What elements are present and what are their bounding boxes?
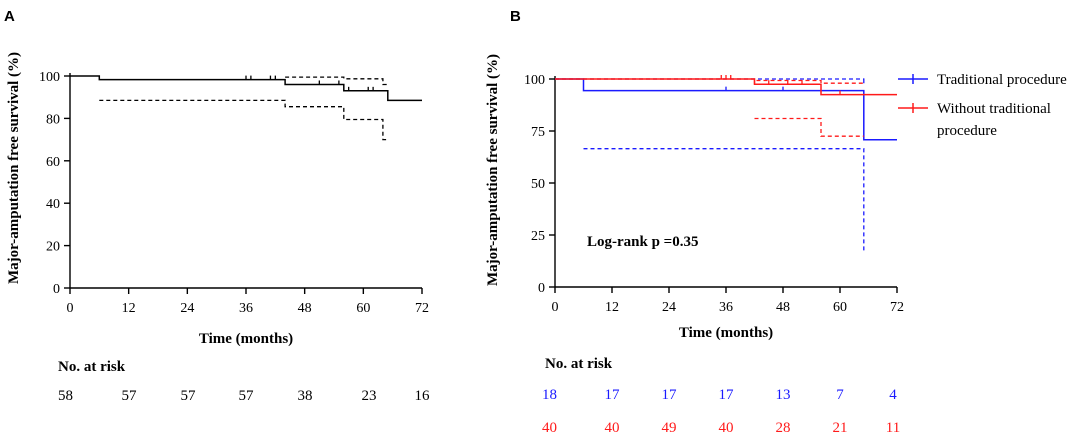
y-tick-label: 75 [531, 125, 545, 140]
panel-a: A 0 20 40 60 80 100 0 12 24 36 48 60 72 Time (months… [4, 8, 430, 404]
risk-count: 57 [181, 388, 197, 404]
risk-count: 18 [542, 387, 557, 403]
panel-b-risk-table-title: No. at risk [545, 356, 613, 372]
series-line-without-traditional-procedure-upper-ci [555, 78, 864, 84]
risk-count: 58 [58, 388, 73, 404]
y-tick-label: 25 [531, 229, 545, 244]
panel-a-risk-table: 58 57 57 57 38 23 16 [58, 388, 430, 404]
risk-count: 49 [662, 420, 677, 436]
risk-count: 21 [833, 420, 848, 436]
panel-b-y-axis-title: Major-amputation free survival (%) [485, 54, 501, 286]
x-tick-label: 24 [180, 301, 194, 316]
legend-label-traditional: Traditional procedure [937, 72, 1067, 88]
risk-count: 4 [889, 387, 897, 403]
x-tick-label: 36 [719, 300, 733, 315]
risk-count: 13 [776, 387, 791, 403]
legend-item-traditional: Traditional procedure [898, 72, 1067, 88]
x-tick-label: 48 [776, 300, 790, 315]
panel-b-x-axis-title: Time (months) [679, 325, 773, 341]
y-tick-label: 50 [531, 177, 545, 192]
risk-count: 40 [605, 420, 620, 436]
y-tick-label: 100 [524, 73, 545, 88]
series-line-without-traditional-procedure-lower-ci [754, 117, 864, 137]
panel-a-risk-table-title: No. at risk [58, 359, 126, 375]
series-line-lower-95-ci [99, 99, 388, 141]
panel-a-x-axis-title: Time (months) [199, 331, 293, 347]
panel-b-label: B [510, 8, 521, 25]
risk-count: 28 [776, 420, 791, 436]
series-line-upper-95-ci [285, 76, 388, 86]
x-tick-label: 36 [239, 301, 253, 316]
x-tick-label: 0 [67, 301, 74, 316]
y-tick-label: 60 [46, 155, 60, 170]
risk-count: 16 [415, 388, 431, 404]
x-tick-label: 60 [833, 300, 847, 315]
x-tick-label: 12 [122, 301, 136, 316]
series-line-traditional-procedure-upper-ci [555, 78, 865, 85]
risk-count: 40 [542, 420, 557, 436]
risk-count: 7 [836, 387, 844, 403]
x-tick-label: 72 [415, 301, 429, 316]
panel-a-label: A [4, 8, 15, 25]
x-tick-label: 72 [890, 300, 904, 315]
x-tick-label: 0 [552, 300, 559, 315]
series-line-survival [70, 75, 422, 102]
y-tick-label: 20 [46, 240, 60, 255]
risk-count: 17 [719, 387, 735, 403]
legend-label-without-traditional: Without traditional procedure [937, 101, 1055, 139]
y-tick-label: 0 [53, 282, 60, 297]
risk-count: 57 [122, 388, 138, 404]
y-tick-label: 100 [39, 70, 60, 85]
panel-b-plot-area: 0 25 50 75 100 0 12 24 36 48 60 72 [524, 73, 904, 315]
legend-label-without-traditional-line1: Without traditional [937, 101, 1051, 117]
risk-count: 11 [886, 420, 900, 436]
legend: Traditional procedure Without traditiona… [898, 72, 1067, 139]
x-tick-label: 48 [298, 301, 312, 316]
series-line-traditional-procedure-lower-ci [583, 148, 865, 252]
legend-item-without-traditional: Without traditional procedure [898, 101, 1055, 139]
risk-count: 40 [719, 420, 734, 436]
panel-b-risk-table: 18 17 17 17 13 7 4 40 40 49 40 28 21 11 [542, 387, 900, 436]
y-tick-label: 80 [46, 112, 60, 127]
risk-count: 17 [662, 387, 678, 403]
x-tick-label: 24 [662, 300, 676, 315]
x-tick-label: 60 [356, 301, 370, 316]
x-tick-label: 12 [605, 300, 619, 315]
risk-count: 23 [362, 388, 377, 404]
legend-label-without-traditional-line2: procedure [937, 123, 997, 139]
risk-count: 57 [239, 388, 255, 404]
y-tick-label: 40 [46, 197, 60, 212]
log-rank-annotation: Log-rank p =0.35 [587, 234, 698, 250]
y-tick-label: 0 [538, 281, 545, 296]
risk-count: 38 [298, 388, 313, 404]
risk-count: 17 [605, 387, 621, 403]
panel-a-y-axis-title: Major-amputation free survival (%) [6, 52, 22, 284]
panel-a-plot-area: 0 20 40 60 80 100 0 12 24 36 48 60 72 [39, 70, 429, 316]
